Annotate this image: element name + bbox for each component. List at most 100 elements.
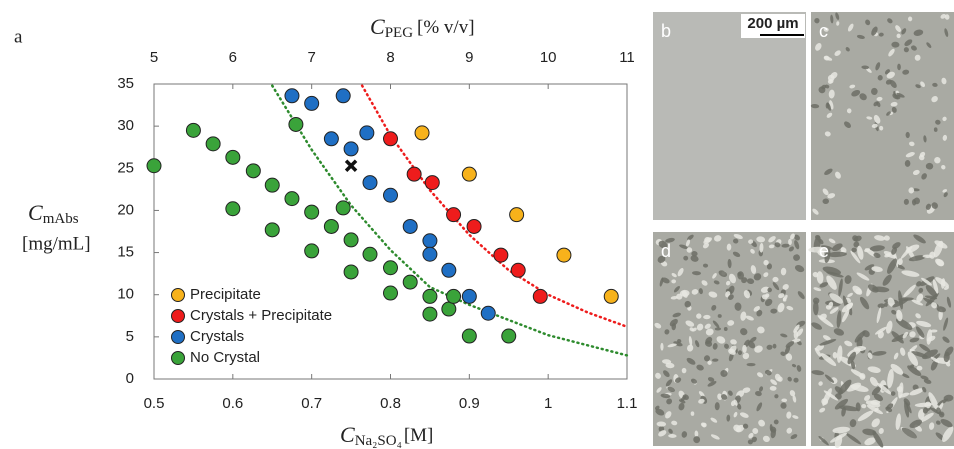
crystal — [834, 50, 841, 57]
legend-marker — [171, 288, 185, 302]
crystal — [940, 13, 947, 19]
crystal — [942, 189, 948, 193]
crystal — [712, 358, 719, 362]
x2-label-unit: [% v/v] — [417, 17, 475, 38]
crystal — [785, 353, 793, 361]
crystal — [836, 310, 842, 329]
data-point — [406, 166, 422, 182]
crystal — [681, 431, 688, 438]
crystal — [883, 235, 890, 241]
crystal — [668, 428, 673, 434]
crystal — [908, 255, 926, 262]
crystal — [930, 359, 938, 371]
x-axis-label: CNa₂SO₄ [M] — [340, 422, 433, 449]
crystal — [885, 406, 893, 413]
x2-axis-label: CPEG [% v/v] — [370, 14, 475, 41]
crystal — [727, 258, 732, 269]
crystal — [850, 369, 865, 379]
crystal — [875, 326, 887, 335]
x-label-unit: [M] — [404, 425, 434, 446]
crystal — [812, 271, 819, 278]
panel-label: c — [819, 21, 828, 41]
data-point — [146, 158, 162, 174]
crystal — [756, 402, 763, 412]
crystal — [755, 390, 762, 397]
crystal — [782, 294, 788, 302]
crystal — [891, 309, 897, 315]
crystal — [813, 287, 822, 292]
crystal — [913, 234, 926, 244]
crystal — [763, 259, 769, 266]
crystal — [897, 63, 901, 71]
crystal — [919, 151, 926, 158]
crystal — [705, 328, 714, 336]
crystal — [910, 351, 928, 358]
crystal — [921, 173, 927, 180]
crystal — [945, 361, 951, 367]
crystal — [813, 300, 819, 316]
crystal — [770, 308, 778, 314]
crystal — [930, 356, 940, 363]
crystal — [746, 362, 756, 367]
crystal — [786, 305, 794, 311]
crystal — [777, 302, 785, 313]
crystal — [780, 351, 786, 356]
crystal — [703, 314, 711, 320]
crystal — [819, 313, 827, 321]
crystal — [678, 402, 685, 411]
crystal — [891, 331, 904, 344]
crystal — [943, 286, 949, 290]
crystal — [943, 351, 950, 363]
crystal — [933, 127, 938, 132]
crystal — [748, 432, 754, 439]
crystal — [734, 302, 742, 311]
crystal — [720, 370, 728, 377]
data-point — [422, 246, 438, 262]
crystal — [705, 336, 713, 344]
crystal — [663, 370, 670, 378]
crystal — [901, 270, 920, 277]
crystal — [696, 364, 704, 371]
crystal — [942, 426, 954, 443]
crystal — [818, 435, 829, 446]
data-point — [402, 274, 418, 290]
x-tick-label: 0.9 — [459, 395, 480, 412]
crystal — [944, 28, 949, 37]
crystal — [665, 411, 672, 419]
data-point — [461, 288, 477, 304]
crystal — [922, 254, 933, 258]
crystal — [844, 340, 853, 347]
y-axis-label: CmAbs — [28, 200, 79, 227]
crystal — [788, 246, 794, 252]
crystal — [781, 398, 788, 403]
crystal — [725, 280, 731, 286]
crystal — [695, 340, 700, 348]
crystal — [918, 409, 925, 420]
crystal — [726, 243, 732, 251]
crystal — [703, 237, 713, 244]
crystal — [829, 307, 839, 314]
crystal — [683, 255, 689, 261]
crystal — [877, 75, 883, 81]
crystal — [769, 385, 777, 391]
crystal — [757, 326, 765, 334]
crystal — [907, 351, 919, 366]
crystal — [891, 247, 897, 255]
crystal — [754, 345, 763, 353]
crystal — [728, 352, 734, 362]
crystal — [828, 238, 836, 244]
crystal — [698, 288, 703, 295]
crystal — [850, 384, 869, 392]
crystal — [827, 251, 847, 258]
x-tick-label: 0.8 — [380, 395, 401, 412]
crystal — [691, 271, 702, 276]
crystal — [834, 398, 849, 410]
crystal — [690, 411, 695, 416]
crystal — [710, 417, 718, 423]
crystal — [856, 34, 865, 39]
crystal — [781, 243, 790, 248]
crystal — [690, 378, 698, 384]
crystal — [878, 32, 884, 37]
crystal — [857, 410, 874, 422]
data-point — [245, 163, 261, 179]
